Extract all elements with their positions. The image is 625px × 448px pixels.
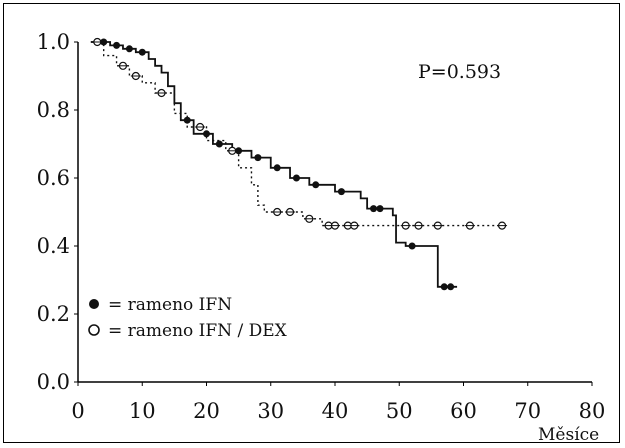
x-tick-group: 0 10 20 30 40 50 60 70 80 (71, 382, 605, 423)
censor-marker-ifn (273, 164, 281, 172)
x-tick-label: 70 (514, 399, 541, 423)
x-axis-label: Měsíce (538, 425, 599, 445)
legend-filled-circle-icon (89, 299, 99, 309)
censor-marker-ifn (215, 140, 223, 148)
censor-marker-ifn (203, 130, 210, 138)
legend-label-ifn: = rameno IFN (108, 295, 232, 315)
y-tick-label: 0.2 (37, 302, 70, 326)
censor-marker-ifn (447, 283, 455, 291)
censor-marker-ifn (254, 154, 262, 162)
survival-curve-ifn-dex (90, 41, 503, 227)
x-tick-label: 60 (450, 399, 477, 423)
legend-label-ifn-dex: = rameno IFN / DEX (108, 321, 288, 341)
x-tick-label: 80 (579, 399, 606, 423)
censor-marker-ifn (376, 205, 384, 213)
censor-marker-ifn (292, 174, 300, 182)
censor-marker-ifn (113, 41, 121, 49)
y-tick-label: 0.8 (37, 98, 70, 122)
x-tick-label: 0 (71, 399, 84, 423)
y-tick-label: 0.6 (37, 166, 70, 190)
y-tick-group: 0.0 0.2 0.4 0.6 0.8 1.0 (37, 30, 78, 394)
survival-curve-ifn (90, 41, 458, 288)
x-tick-label: 40 (322, 399, 349, 423)
y-tick-label: 1.0 (37, 30, 70, 54)
censor-marker-ifn (370, 205, 378, 213)
censor-marker-ifn (183, 116, 191, 124)
x-tick-label: 20 (193, 399, 220, 423)
censor-marker-ifn (100, 38, 108, 46)
legend-open-circle-icon (88, 324, 100, 336)
legend: = rameno IFN = rameno IFN / DEX (88, 295, 288, 341)
censor-marker-ifn (312, 181, 320, 189)
censor-marker-ifn (408, 242, 416, 250)
censor-marker-ifn (440, 283, 448, 291)
censor-marker-ifn (337, 188, 345, 196)
y-tick-label: 0.4 (37, 234, 70, 258)
x-tick-label: 30 (257, 399, 284, 423)
chart-frame (3, 3, 620, 443)
p-value-annotation: P=0.593 (418, 61, 501, 83)
x-tick-label: 50 (386, 399, 413, 423)
x-tick-label: 10 (129, 399, 156, 423)
series-layer (90, 37, 508, 291)
censor-marker-ifn (125, 45, 133, 53)
y-tick-label: 0.0 (37, 370, 70, 394)
censor-marker-ifn (138, 48, 146, 56)
